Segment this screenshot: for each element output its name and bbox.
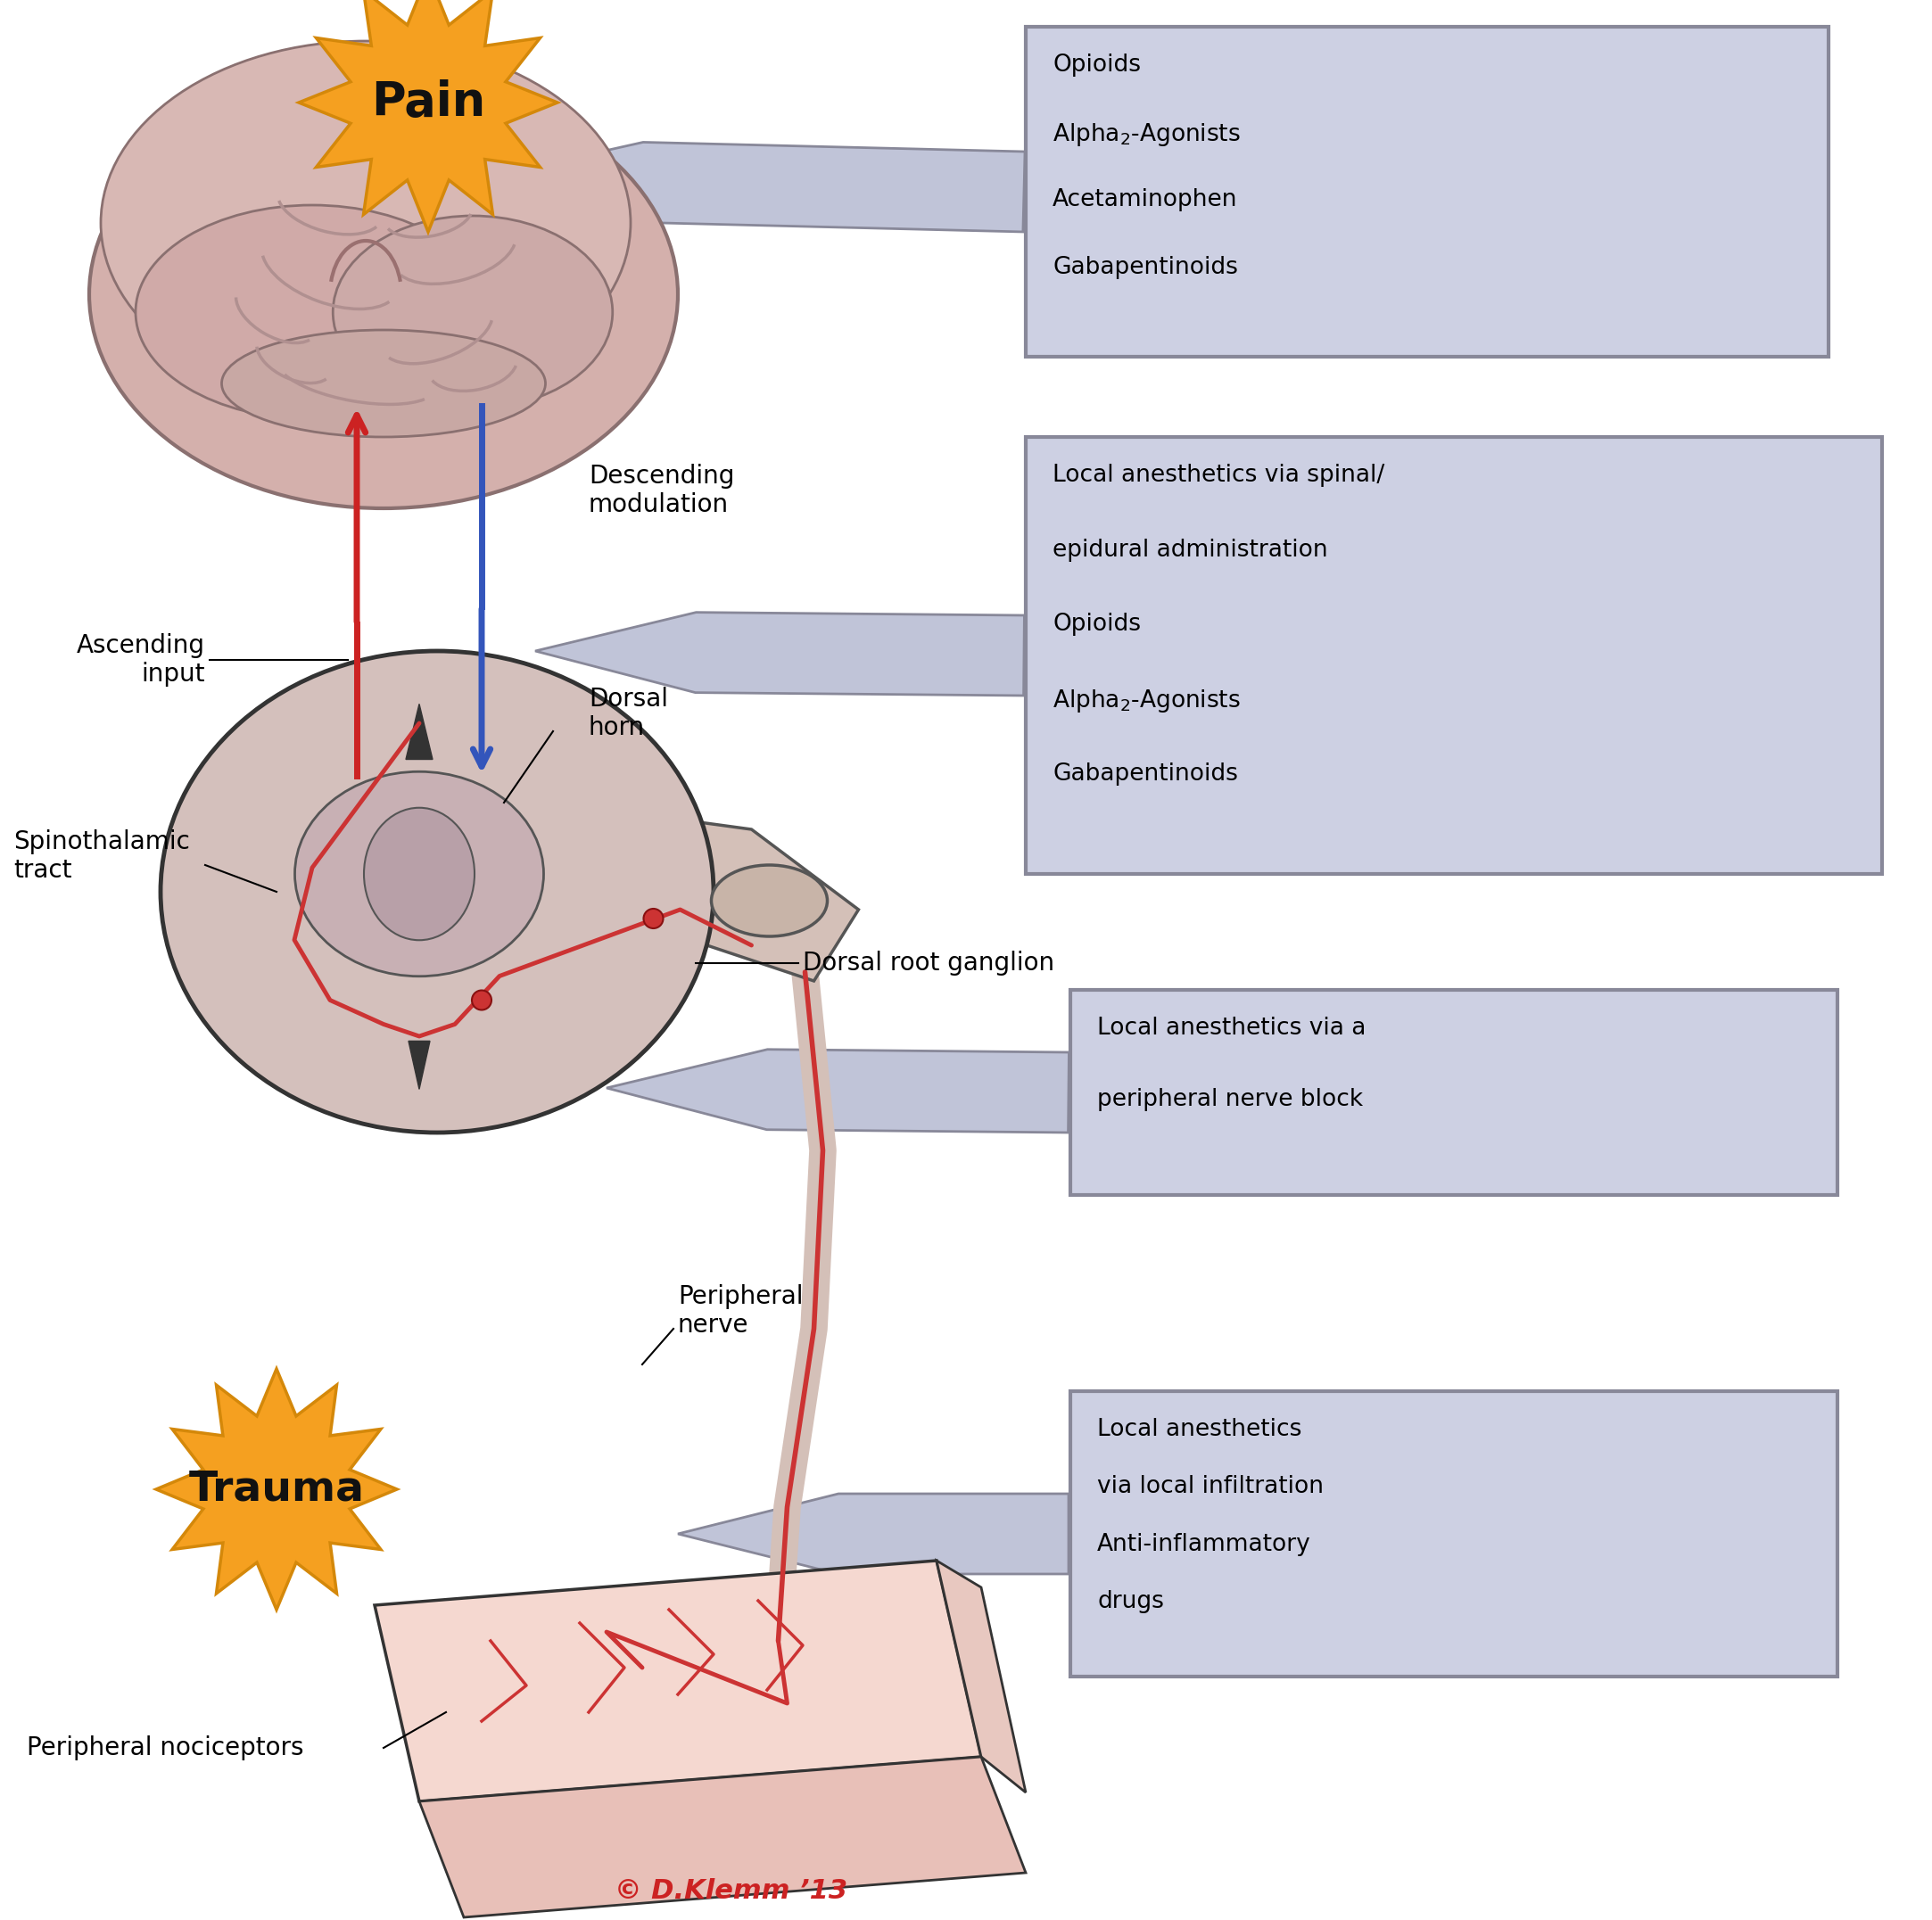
Text: Acetaminophen: Acetaminophen bbox=[1053, 188, 1238, 211]
Text: Gabapentinoids: Gabapentinoids bbox=[1053, 762, 1238, 785]
Text: Trauma: Trauma bbox=[189, 1469, 365, 1509]
Text: Peripheral nociceptors: Peripheral nociceptors bbox=[27, 1736, 303, 1761]
Polygon shape bbox=[937, 1561, 1026, 1793]
Text: Ascending
input: Ascending input bbox=[77, 634, 205, 687]
Text: Anti-inflammatory: Anti-inflammatory bbox=[1097, 1532, 1312, 1555]
Text: Pain: Pain bbox=[371, 79, 485, 125]
Ellipse shape bbox=[135, 205, 489, 419]
Text: Alpha$_2$-Agonists: Alpha$_2$-Agonists bbox=[1053, 121, 1240, 148]
Ellipse shape bbox=[296, 772, 543, 975]
Text: Local anesthetics via spinal/: Local anesthetics via spinal/ bbox=[1053, 465, 1385, 488]
Ellipse shape bbox=[643, 908, 663, 929]
Polygon shape bbox=[535, 612, 1024, 695]
Polygon shape bbox=[406, 705, 433, 758]
Text: Local anesthetics via a: Local anesthetics via a bbox=[1097, 1016, 1366, 1041]
Ellipse shape bbox=[100, 40, 630, 405]
Text: © D.Klemm ’13: © D.Klemm ’13 bbox=[614, 1878, 848, 1905]
Polygon shape bbox=[556, 803, 858, 981]
FancyBboxPatch shape bbox=[1026, 438, 1882, 874]
Text: Alpha$_2$-Agonists: Alpha$_2$-Agonists bbox=[1053, 687, 1240, 714]
Ellipse shape bbox=[363, 808, 475, 941]
Ellipse shape bbox=[332, 215, 612, 409]
Polygon shape bbox=[408, 1041, 431, 1089]
Ellipse shape bbox=[471, 991, 491, 1010]
Text: epidural administration: epidural administration bbox=[1053, 538, 1327, 561]
Text: peripheral nerve block: peripheral nerve block bbox=[1097, 1089, 1364, 1112]
Ellipse shape bbox=[222, 330, 545, 438]
Polygon shape bbox=[375, 1561, 981, 1801]
FancyBboxPatch shape bbox=[1070, 991, 1837, 1194]
Polygon shape bbox=[156, 1369, 396, 1609]
FancyBboxPatch shape bbox=[1026, 27, 1828, 357]
Text: Local anesthetics: Local anesthetics bbox=[1097, 1419, 1302, 1442]
Polygon shape bbox=[299, 0, 558, 232]
Text: drugs: drugs bbox=[1097, 1590, 1163, 1613]
Polygon shape bbox=[607, 1050, 1068, 1133]
Text: Spinothalamic
tract: Spinothalamic tract bbox=[14, 829, 189, 883]
Text: Opioids: Opioids bbox=[1053, 612, 1140, 636]
Text: Dorsal
horn: Dorsal horn bbox=[589, 687, 668, 741]
Ellipse shape bbox=[89, 81, 678, 509]
Text: Peripheral
nerve: Peripheral nerve bbox=[678, 1284, 804, 1338]
Text: via local infiltration: via local infiltration bbox=[1097, 1475, 1323, 1500]
Polygon shape bbox=[678, 1494, 1068, 1574]
Text: Dorsal root ganglion: Dorsal root ganglion bbox=[804, 950, 1055, 975]
Ellipse shape bbox=[711, 866, 827, 937]
Ellipse shape bbox=[160, 651, 713, 1133]
Text: Opioids: Opioids bbox=[1053, 54, 1140, 77]
Polygon shape bbox=[419, 1757, 1026, 1918]
Text: Descending
modulation: Descending modulation bbox=[589, 463, 734, 516]
Text: Gabapentinoids: Gabapentinoids bbox=[1053, 255, 1238, 278]
Polygon shape bbox=[481, 142, 1026, 232]
FancyBboxPatch shape bbox=[1070, 1392, 1837, 1676]
